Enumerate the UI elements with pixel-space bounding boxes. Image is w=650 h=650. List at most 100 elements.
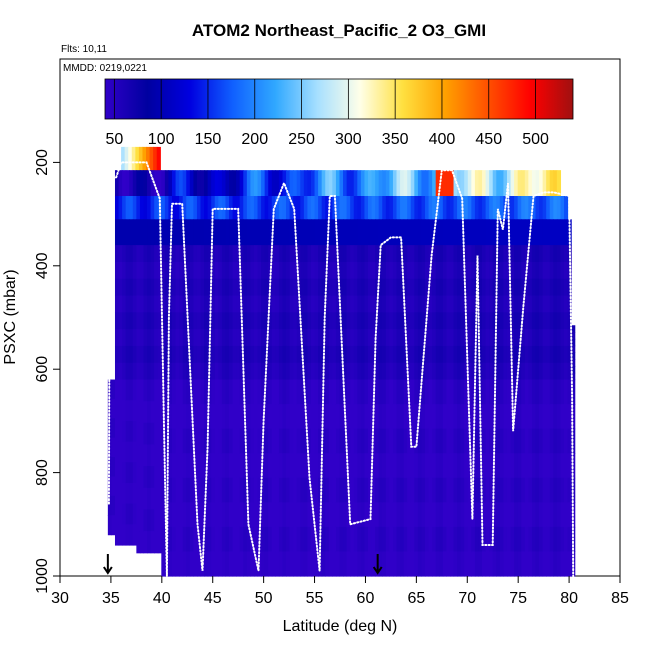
heatmap-cell	[353, 295, 358, 313]
heatmap-cell	[189, 312, 194, 330]
heatmap-cell	[571, 372, 576, 381]
heatmap-cell	[503, 312, 508, 330]
heatmap-cell	[474, 196, 480, 220]
heatmap-cell	[539, 329, 544, 347]
heatmap-cell	[364, 345, 369, 364]
heatmap-cell	[175, 345, 180, 364]
heatmap-cell	[253, 453, 259, 479]
heatmap-cell	[107, 457, 113, 478]
heatmap-cell	[446, 551, 451, 577]
heatmap-cell	[567, 329, 572, 347]
heatmap-cell	[492, 428, 497, 454]
heatmap-cell	[114, 245, 120, 263]
heatmap-cell	[417, 245, 423, 263]
heatmap-cell	[382, 362, 387, 381]
heatmap-cell	[325, 453, 330, 479]
heatmap-cell	[360, 362, 366, 381]
heatmap-cell	[147, 219, 152, 246]
heatmap-cell	[232, 477, 237, 503]
heatmap-cell	[268, 551, 273, 577]
heatmap-cell	[378, 170, 383, 197]
heatmap-cell	[161, 502, 166, 528]
heatmap-cell	[193, 245, 198, 263]
heatmap-cell	[153, 146, 158, 171]
heatmap-cell	[435, 379, 440, 405]
heatmap-cell	[250, 329, 255, 347]
heatmap-cell	[485, 453, 490, 479]
heatmap-cell	[375, 502, 380, 528]
heatmap-cell	[571, 345, 576, 353]
heatmap-cell	[118, 170, 123, 197]
heatmap-cell	[446, 295, 451, 313]
heatmap-cell	[414, 295, 419, 313]
heatmap-cell	[182, 196, 187, 220]
heatmap-cell	[400, 502, 405, 528]
heatmap-cell	[335, 219, 341, 246]
heatmap-cell	[129, 524, 134, 546]
heatmap-cell	[278, 278, 284, 297]
heatmap-cell	[282, 196, 287, 220]
heatmap-cell	[457, 219, 462, 246]
heatmap-cell	[482, 362, 487, 381]
heatmap-cell	[221, 295, 227, 313]
heatmap-cell	[517, 551, 522, 577]
heatmap-cell	[275, 345, 280, 364]
heatmap-cell	[546, 379, 551, 405]
heatmap-cell	[364, 379, 369, 405]
heatmap-cell	[442, 295, 447, 313]
heatmap-cell	[161, 551, 166, 577]
heatmap-cell	[396, 379, 401, 405]
heatmap-cell	[196, 329, 202, 347]
heatmap-cell	[510, 278, 515, 297]
heatmap-cell	[150, 487, 155, 511]
heatmap-cell	[446, 345, 451, 364]
heatmap-cell	[385, 196, 390, 220]
heatmap-cell	[321, 551, 326, 577]
heatmap-cell	[246, 170, 251, 197]
heatmap-cell	[343, 379, 348, 405]
heatmap-cell	[514, 329, 519, 347]
heatmap-cell	[229, 428, 234, 454]
x-tick-label: 80	[560, 590, 578, 607]
heatmap-cell	[514, 551, 519, 577]
heatmap-cell	[257, 345, 262, 364]
heatmap-cell	[328, 428, 333, 454]
heatmap-cell	[428, 295, 433, 313]
heatmap-cell	[196, 261, 202, 280]
heatmap-cell	[314, 219, 319, 246]
heatmap-cell	[189, 245, 194, 263]
heatmap-cell	[307, 278, 312, 297]
heatmap-cell	[368, 170, 373, 197]
heatmap-cell	[496, 196, 501, 220]
heatmap-cell	[467, 453, 472, 479]
heatmap-cell	[549, 345, 554, 364]
heatmap-cell	[539, 345, 544, 364]
heatmap-cell	[325, 526, 330, 553]
heatmap-cell	[442, 329, 447, 347]
heatmap-cell	[182, 379, 187, 405]
heatmap-cell	[357, 502, 362, 528]
heatmap-cell	[425, 170, 430, 197]
heatmap-cell	[385, 261, 390, 280]
heatmap-cell	[225, 379, 230, 405]
heatmap-cell	[524, 196, 529, 220]
heatmap-cell	[218, 196, 223, 220]
heatmap-cell	[521, 170, 526, 197]
heatmap-cell	[364, 551, 369, 577]
heatmap-cell	[542, 551, 547, 577]
heatmap-cell	[457, 245, 462, 263]
heatmap-cell	[264, 404, 269, 430]
heatmap-cell	[485, 502, 490, 528]
heatmap-cell	[246, 219, 251, 246]
heatmap-cell	[325, 245, 330, 263]
heatmap-cell	[132, 503, 137, 525]
heatmap-cell	[403, 551, 408, 577]
heatmap-cell	[485, 404, 490, 430]
heatmap-cell	[236, 170, 241, 197]
x-tick-label: 65	[407, 590, 425, 607]
heatmap-cell	[182, 477, 187, 503]
heatmap-cell	[318, 219, 323, 246]
heatmap-cell	[307, 329, 312, 347]
heatmap-cell	[521, 404, 526, 430]
heatmap-cell	[293, 379, 298, 405]
